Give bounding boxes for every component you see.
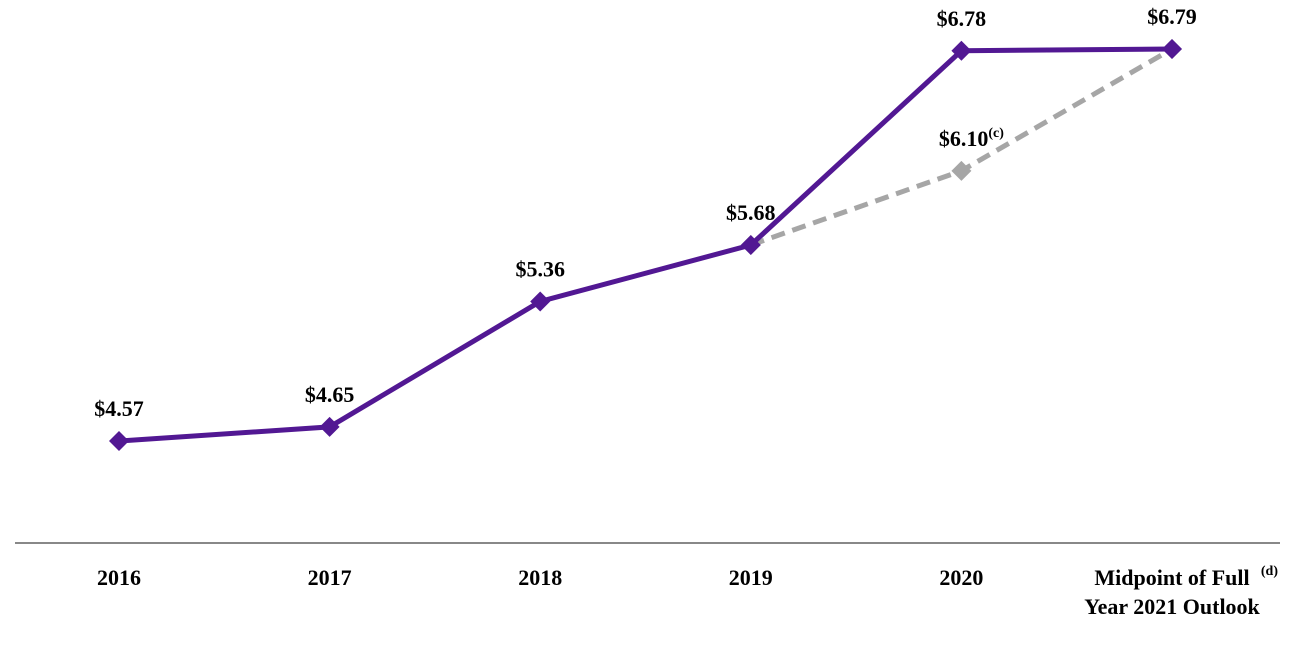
data-label: $6.10(c) [939,126,1004,151]
data-label: $4.65 [305,382,355,407]
data-label-text: $4.65 [305,382,355,407]
x-tick-text: 2020 [939,565,984,590]
data-label-text: $6.10 [939,126,989,151]
x-tick-text: 2019 [728,565,773,590]
data-point [319,416,340,437]
data-label-text: $4.57 [94,396,144,421]
data-label-text: $5.68 [726,200,776,225]
data-point [951,40,972,61]
x-tick-label: 2018 [440,563,640,592]
data-label: $6.78 [937,6,987,31]
series-line [118,46,1173,444]
x-tick-label: 2020 [861,563,1061,592]
data-label-text: $5.36 [515,257,565,282]
x-tick-note: (d) [1260,564,1278,579]
x-tick-label: 2017 [230,563,430,592]
data-label: $5.68 [726,200,776,225]
data-point [1162,39,1182,59]
data-label-text: $6.78 [937,6,987,31]
x-tick-text: 2016 [97,565,141,590]
x-tick-label: 2016 [19,563,219,592]
x-tick-label: Midpoint of Full Year 2021 Outlook (d) [1072,563,1278,621]
x-tick-label: 2019 [651,563,851,592]
data-point [951,160,972,181]
x-tick-text: 2017 [307,565,352,590]
data-label-text: $6.79 [1147,4,1197,29]
data-label: $5.36 [515,257,565,282]
data-label: $6.79 [1147,4,1197,29]
x-tick-text: 2018 [518,565,563,590]
data-label: $4.57 [94,396,144,421]
data-point [530,291,551,312]
data-point [740,235,761,255]
data-point [109,431,129,451]
x-tick-text: Midpoint of Full Year 2021 Outlook [1084,565,1260,619]
data-label-note: (c) [988,126,1004,141]
